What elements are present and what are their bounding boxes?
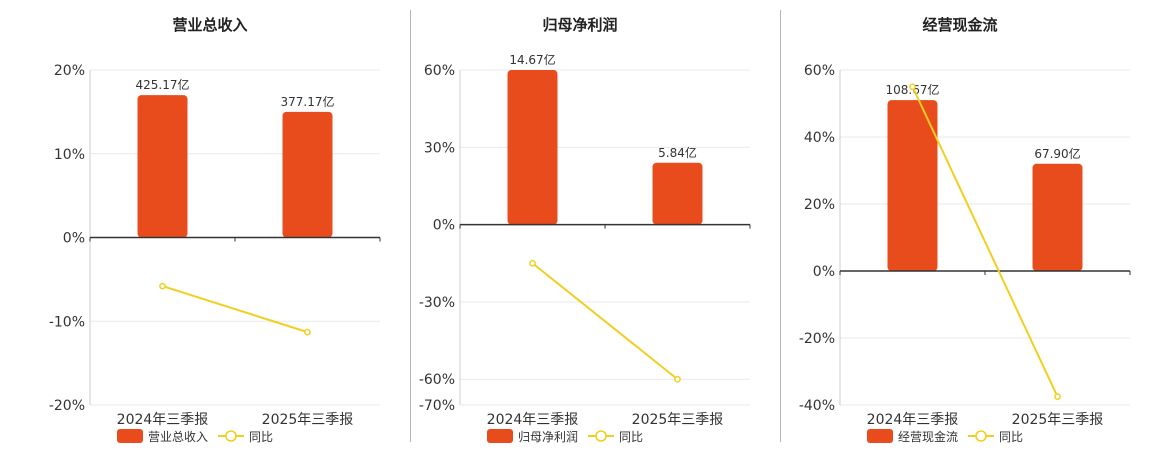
legend-label-line: 同比 [999,430,1023,444]
x-tick-label: 2024年三季报 [487,412,579,428]
x-tick-label: 2025年三季报 [262,412,354,428]
legend-label-line: 同比 [619,430,643,444]
chart-title-net-profit: 归母净利润 [542,16,618,34]
y-tick-label: 40% [804,130,835,146]
x-tick-label: 2025年三季报 [632,412,724,428]
line-point [909,83,916,91]
y-tick-label: 0% [813,264,835,280]
chart-title-cash-flow: 经营现金流 [922,16,998,34]
bar [137,95,188,238]
bar [887,100,938,272]
legend-swatch-marker [595,430,607,442]
y-tick-label: -40% [799,398,835,414]
legend-swatch-marker [225,430,237,442]
x-tick-label: 2024年三季报 [867,412,959,428]
bar [507,70,558,225]
series-line-yoy [911,86,1059,398]
y-tick-label: -20% [799,331,835,347]
panel-divider [780,10,781,442]
legend-swatch-bar [487,429,513,443]
y-tick-label: 60% [804,63,835,79]
bar [282,111,333,238]
legend-label-bar: 营业总收入 [148,430,208,444]
series-line-yoy [162,285,308,334]
y-tick-label: -10% [49,314,85,330]
legend-swatch-bar [117,429,143,443]
bar-data-label: 425.17亿 [136,77,190,92]
bar-data-label: 5.84亿 [658,145,697,160]
y-tick-label: 0% [433,218,455,234]
y-tick-label: -20% [49,398,85,414]
line-point [1054,393,1061,400]
line-point [159,282,166,290]
bar-data-label: 14.67亿 [509,52,555,67]
bar-data-label: 377.17亿 [281,94,335,109]
line-point [304,328,311,336]
y-tick-label: 10% [54,147,85,163]
y-tick-label: 20% [804,197,835,213]
chart-title-revenue: 营业总收入 [172,16,248,34]
bar [652,162,703,225]
y-tick-label: 0% [63,231,85,247]
y-tick-label: 20% [54,63,85,79]
x-tick-label: 2025年三季报 [1012,412,1104,428]
y-tick-label: -70% [419,398,455,414]
line-point [529,259,536,267]
panel-divider [410,10,411,442]
legend-label-bar: 归母净利润 [518,430,578,444]
y-tick-label: 30% [424,140,455,156]
legend-swatch-bar [867,429,893,443]
line-point [674,375,681,383]
legend-label-bar: 经营现金流 [898,429,958,444]
legend-swatch-marker [975,430,987,442]
y-tick-label: 60% [424,63,455,79]
y-tick-label: -30% [419,295,455,311]
bar [1032,163,1083,271]
legend-label-line: 同比 [249,430,273,444]
y-tick-label: -60% [419,372,455,388]
x-tick-label: 2024年三季报 [117,412,209,428]
series-line-yoy [531,262,679,381]
bar-data-label: 67.90亿 [1034,146,1080,161]
